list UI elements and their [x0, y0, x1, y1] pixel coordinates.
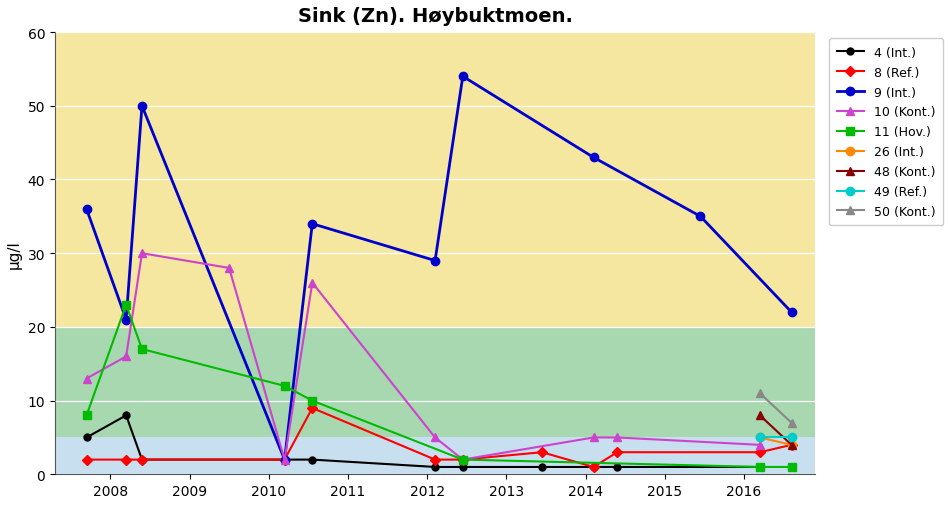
9 (Int.): [121, 317, 132, 323]
11 (Hov.): [457, 457, 468, 463]
48 (Kont.): [786, 442, 797, 448]
Line: 8 (Ref.): 8 (Ref.): [83, 405, 795, 471]
11 (Hov.): [754, 464, 766, 470]
9 (Int.): [457, 74, 468, 80]
9 (Int.): [81, 207, 92, 213]
11 (Hov.): [786, 464, 797, 470]
10 (Kont.): [429, 435, 441, 441]
4 (Int.): [612, 464, 623, 470]
26 (Int.): [754, 435, 766, 441]
4 (Int.): [81, 435, 92, 441]
4 (Int.): [279, 457, 291, 463]
10 (Kont.): [223, 265, 235, 271]
9 (Int.): [786, 310, 797, 316]
Title: Sink (Zn). Høybuktmoen.: Sink (Zn). Høybuktmoen.: [297, 7, 573, 26]
10 (Kont.): [612, 435, 623, 441]
9 (Int.): [429, 258, 441, 264]
4 (Int.): [429, 464, 441, 470]
10 (Kont.): [136, 250, 147, 257]
26 (Int.): [786, 442, 797, 448]
4 (Int.): [136, 457, 147, 463]
Bar: [55, 438, 815, 474]
Line: 10 (Kont.): 10 (Kont.): [83, 249, 764, 464]
4 (Int.): [307, 457, 318, 463]
9 (Int.): [588, 155, 599, 161]
50 (Kont.): [786, 420, 797, 426]
11 (Hov.): [279, 383, 291, 389]
9 (Int.): [307, 221, 318, 227]
4 (Int.): [457, 464, 468, 470]
10 (Kont.): [81, 376, 92, 382]
Line: 26 (Int.): 26 (Int.): [755, 433, 796, 449]
50 (Kont.): [754, 390, 766, 396]
4 (Int.): [588, 464, 599, 470]
8 (Ref.): [537, 449, 548, 456]
10 (Kont.): [279, 457, 291, 463]
Line: 4 (Int.): 4 (Int.): [83, 412, 764, 471]
4 (Int.): [754, 464, 766, 470]
11 (Hov.): [121, 302, 132, 308]
8 (Ref.): [121, 457, 132, 463]
8 (Ref.): [279, 457, 291, 463]
Line: 50 (Kont.): 50 (Kont.): [755, 389, 796, 427]
9 (Int.): [694, 214, 706, 220]
11 (Hov.): [136, 346, 147, 352]
48 (Kont.): [754, 413, 766, 419]
49 (Ref.): [754, 435, 766, 441]
8 (Ref.): [307, 405, 318, 411]
8 (Ref.): [588, 464, 599, 470]
4 (Int.): [537, 464, 548, 470]
Y-axis label: µg/l: µg/l: [7, 239, 22, 268]
9 (Int.): [136, 104, 147, 110]
8 (Ref.): [612, 449, 623, 456]
Line: 48 (Kont.): 48 (Kont.): [755, 412, 796, 449]
Line: 9 (Int.): 9 (Int.): [83, 73, 796, 464]
4 (Int.): [121, 413, 132, 419]
10 (Kont.): [457, 457, 468, 463]
10 (Kont.): [121, 354, 132, 360]
8 (Ref.): [754, 449, 766, 456]
8 (Ref.): [81, 457, 92, 463]
10 (Kont.): [307, 280, 318, 286]
10 (Kont.): [754, 442, 766, 448]
Bar: [55, 327, 815, 438]
Legend: 4 (Int.), 8 (Ref.), 9 (Int.), 10 (Kont.), 11 (Hov.), 26 (Int.), 48 (Kont.), 49 (: 4 (Int.), 8 (Ref.), 9 (Int.), 10 (Kont.)…: [829, 39, 943, 226]
8 (Ref.): [136, 457, 147, 463]
8 (Ref.): [429, 457, 441, 463]
8 (Ref.): [786, 442, 797, 448]
9 (Int.): [279, 457, 291, 463]
10 (Kont.): [588, 435, 599, 441]
11 (Hov.): [81, 413, 92, 419]
Line: 11 (Hov.): 11 (Hov.): [83, 301, 796, 471]
8 (Ref.): [457, 457, 468, 463]
49 (Ref.): [786, 435, 797, 441]
Bar: [55, 33, 815, 327]
Line: 49 (Ref.): 49 (Ref.): [755, 433, 796, 442]
11 (Hov.): [307, 398, 318, 404]
